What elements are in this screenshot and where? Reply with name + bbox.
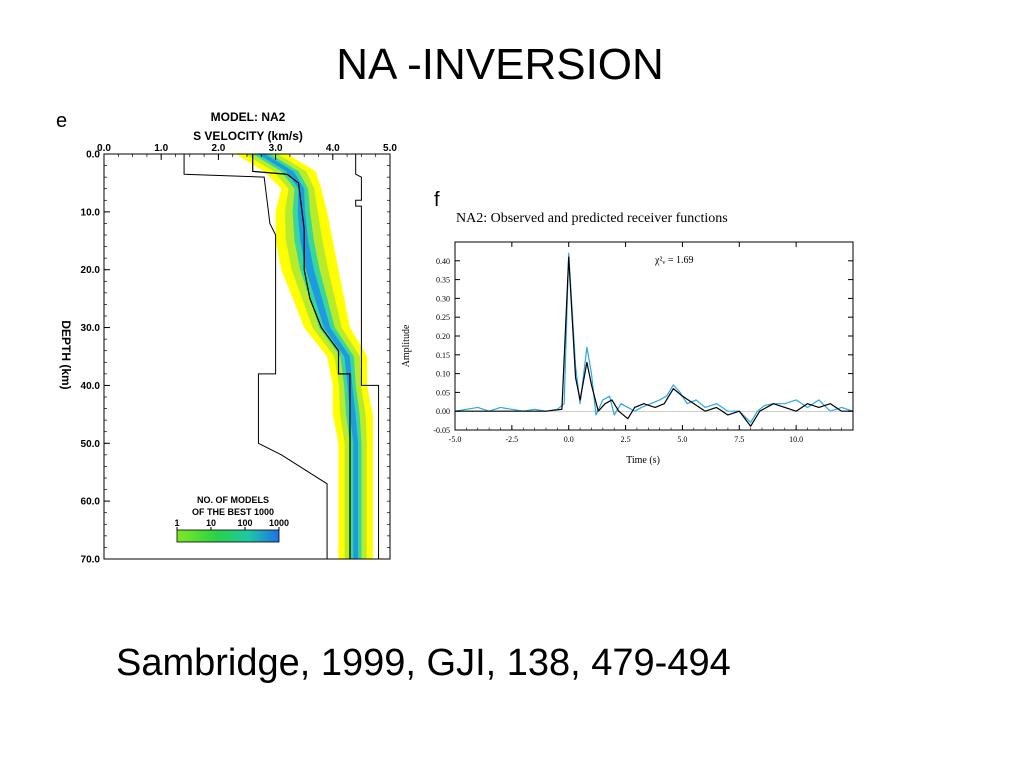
upper-bound-line (355, 154, 380, 559)
chart-e-y-ticks: 0.0 10.0 20.0 30.0 40.0 50.0 60.0 70.0 (81, 150, 390, 566)
y-tick-label: 0.15 (436, 351, 450, 360)
y-tick-label: 60.0 (81, 497, 101, 508)
chart-f-x-ticks: -5.0 -2.5 0.0 2.5 5.0 7.5 10.0 (449, 242, 854, 444)
panel-letter-f: f (434, 189, 440, 211)
y-tick-label: 0.40 (436, 257, 450, 266)
x-tick-label: 0.0 (97, 143, 111, 154)
y-tick-label: -0.05 (433, 426, 450, 435)
slide-title: NA -INVERSION (336, 40, 664, 89)
x-tick-label: 4.0 (326, 143, 340, 154)
receiver-function-panel: f NA2: Observed and predicted receiver f… (401, 189, 854, 466)
y-tick-label: 0.20 (436, 332, 450, 341)
y-tick-label: 20.0 (81, 265, 101, 276)
colorbar-tick-label: 100 (237, 518, 252, 528)
y-tick-label: 0.10 (436, 370, 450, 379)
x-tick-label: 1.0 (154, 143, 168, 154)
y-tick-label: 50.0 (81, 439, 101, 450)
y-tick-label: 0.30 (436, 294, 450, 303)
chart-e-title: MODEL: NA2 (211, 110, 286, 124)
colorbar-tick-label: 1 (174, 518, 179, 528)
x-tick-label: 10.0 (789, 435, 803, 444)
y-tick-label: 0.00 (436, 407, 450, 416)
observed-trace (454, 252, 854, 424)
colorbar-tick-label: 10 (206, 518, 216, 528)
x-tick-label: -5.0 (449, 435, 462, 444)
velocity-depth-panel: e MODEL: NA2 S VELOCITY (km/s) DEPTH (km… (56, 110, 397, 566)
x-tick-label: 3.0 (269, 143, 283, 154)
band-layer-0 (235, 154, 373, 559)
x-tick-label: 5.0 (383, 143, 397, 154)
chart-f-xlabel: Time (s) (626, 455, 660, 466)
legend-title-line2: OF THE BEST 1000 (192, 507, 274, 517)
chart-f-y-ticks: 0.40 0.35 0.30 0.25 0.20 0.15 0.10 0.05 0.00 -0.0… (433, 257, 853, 435)
colorbar-tick-label: 1000 (269, 518, 289, 528)
y-tick-label: 0.0 (86, 150, 100, 161)
best-model-line (252, 154, 351, 559)
citation: Sambridge, 1999, GJI, 138, 479-494 (116, 642, 731, 684)
chart-f-ylabel: Amplitude (401, 324, 412, 367)
ensemble-density-band (235, 154, 373, 559)
y-tick-label: 70.0 (81, 555, 101, 566)
x-tick-label: 7.5 (734, 435, 744, 444)
y-tick-label: 30.0 (81, 323, 101, 334)
chart-e-ylabel: DEPTH (km) (59, 320, 73, 389)
x-tick-label: 2.0 (211, 143, 225, 154)
model-lines (183, 154, 380, 559)
colorbar-legend: NO. OF MODELS OF THE BEST 1000 1 10 100 100… (174, 495, 289, 543)
y-tick-label: 10.0 (81, 207, 101, 218)
chart-e-xlabel: S VELOCITY (km/s) (193, 129, 303, 143)
legend-title-line1: NO. OF MODELS (197, 495, 269, 505)
chi-square-annotation: χ²ᵥ = 1.69 (654, 255, 694, 266)
lower-bound-line (183, 154, 328, 559)
panel-letter-e: e (56, 110, 67, 132)
y-tick-label: 40.0 (81, 381, 101, 392)
x-tick-label: -2.5 (506, 435, 519, 444)
y-tick-label: 0.05 (436, 388, 450, 397)
x-tick-label: 2.5 (621, 435, 631, 444)
colorbar-ticks: 1 10 100 1000 (174, 518, 289, 530)
receiver-function-lines (454, 252, 854, 427)
y-tick-label: 0.35 (436, 276, 450, 285)
x-tick-label: 0.0 (564, 435, 574, 444)
y-tick-label: 0.25 (436, 313, 450, 322)
predicted-trace (455, 256, 853, 427)
chart-f-title: NA2: Observed and predicted receiver fun… (456, 211, 728, 226)
colorbar (176, 529, 280, 543)
x-tick-label: 5.0 (677, 435, 687, 444)
